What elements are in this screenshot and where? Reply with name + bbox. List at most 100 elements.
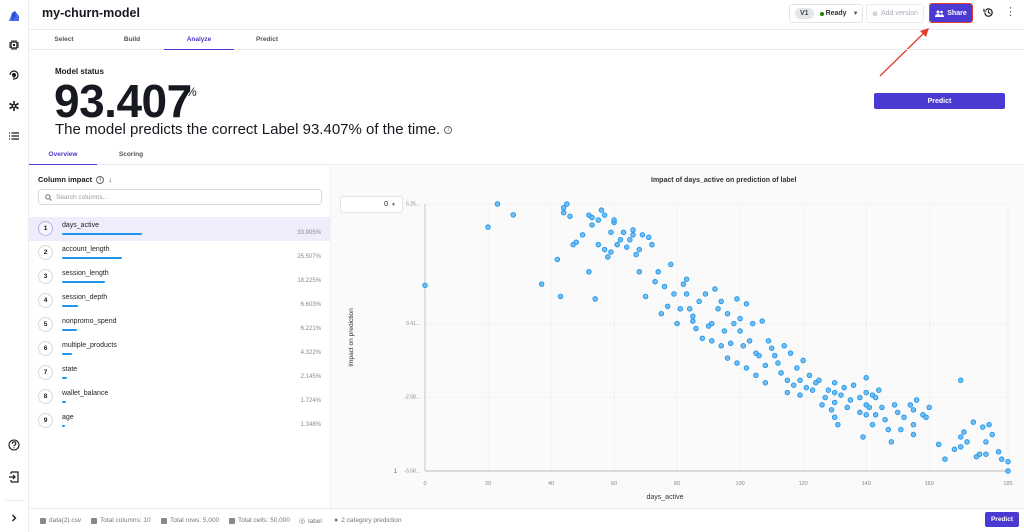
chip-icon[interactable] <box>6 37 22 53</box>
status-dot-icon <box>819 11 824 16</box>
footer-prediction-type-text: 2 category prediction <box>341 517 402 524</box>
accuracy-percent-sign: % <box>186 85 197 99</box>
column-name: nonpromo_spend <box>62 318 117 325</box>
rank-badge: 2 <box>38 245 53 260</box>
impact-value: 6.221% <box>300 326 321 332</box>
sort-arrow-icon[interactable]: ↓ <box>108 175 113 184</box>
column-impact-panel: Column impact i ↓ 1 days_active 33.905% 2 ac… <box>29 166 330 508</box>
svg-text:140: 140 <box>862 481 871 487</box>
svg-text:1: 1 <box>394 469 398 475</box>
svg-text:0: 0 <box>423 481 426 487</box>
columns-icon <box>91 517 97 524</box>
search-columns-input[interactable] <box>56 193 296 201</box>
network-icon[interactable] <box>6 98 22 114</box>
footer-file-name: data(2).csv <box>49 517 82 524</box>
impact-value: 2.145% <box>300 374 321 380</box>
analysis-tabs: Overview Scoring <box>29 146 1024 165</box>
plus-circle-icon: ⊕ <box>872 10 878 18</box>
impact-bar <box>62 305 78 307</box>
svg-text:0.41...: 0.41... <box>406 321 420 327</box>
share-label: Share <box>947 9 967 17</box>
target-icon: ◎ <box>299 518 306 525</box>
impact-bar <box>62 377 68 379</box>
status-text: Ready <box>825 10 847 17</box>
more-options-icon[interactable]: ⋮ <box>1005 6 1016 18</box>
accuracy-description-text: The model predicts the correct Label 93.… <box>55 121 441 138</box>
footer-total-columns-text: Total columns: 10 <box>100 517 151 524</box>
history-icon[interactable] <box>983 7 994 21</box>
list-icon[interactable] <box>6 128 22 144</box>
models-icon[interactable] <box>6 67 22 83</box>
impact-bar <box>62 281 105 283</box>
scatter-plot[interactable]: 0 20 40 60 80 100 120 140 160 185 5.25... 0.41... -2… <box>331 166 1024 508</box>
footer-total-cells: Total cells: 50,000 <box>229 517 290 524</box>
column-name: session_length <box>62 270 109 277</box>
column-name: state <box>62 366 78 373</box>
footer-total-rows-text: Total rows: 5,000 <box>170 517 220 524</box>
impact-value: 6.603% <box>300 302 321 308</box>
rail-divider <box>5 500 23 501</box>
column-impact-row[interactable]: 2 account_length 25.507% <box>29 241 330 265</box>
column-impact-row[interactable]: 7 state 2.145% <box>29 361 330 385</box>
column-name: wallet_balance <box>62 390 109 397</box>
canvas-logo-icon[interactable] <box>6 8 22 24</box>
column-impact-title: Column impact <box>38 175 93 184</box>
footer-target: ◎ label <box>299 517 322 526</box>
workflow-tabs: Select Build Analyze Predict <box>29 30 1024 50</box>
svg-text:5.25...: 5.25... <box>406 202 420 208</box>
tab-scoring[interactable]: Scoring <box>118 151 144 158</box>
file-icon <box>40 517 46 524</box>
rank-badge: 8 <box>38 389 53 404</box>
column-impact-row[interactable]: 8 wallet_balance 1.724% <box>29 385 330 409</box>
column-name: account_length <box>62 246 110 253</box>
category-dropdown[interactable]: 0 ▼ <box>340 196 403 213</box>
impact-value: 33.905% <box>297 230 321 236</box>
svg-text:40: 40 <box>548 481 554 487</box>
column-impact-row[interactable]: 1 days_active 33.905% <box>29 217 330 241</box>
column-impact-header: Column impact i ↓ <box>38 175 112 184</box>
lightbulb-icon: ● <box>334 517 339 524</box>
column-impact-row[interactable]: 4 session_depth 6.603% <box>29 289 330 313</box>
svg-text:185: 185 <box>1003 481 1012 487</box>
model-status-heading: Model status <box>55 67 104 76</box>
impact-value: 1.348% <box>300 422 321 428</box>
tab-analyze[interactable]: Analyze <box>164 30 234 50</box>
rank-badge: 5 <box>38 317 53 332</box>
add-version-button[interactable]: ⊕ Add version <box>866 4 924 23</box>
tab-build[interactable]: Build <box>123 36 141 43</box>
page-header: my-churn-model <box>29 0 1024 30</box>
predict-footer-button[interactable]: Predict <box>985 512 1019 527</box>
footer-prediction-type: ● 2 category prediction <box>334 517 402 524</box>
sign-out-icon[interactable] <box>6 469 22 485</box>
tab-predict[interactable]: Predict <box>255 36 279 43</box>
rows-icon <box>161 517 167 524</box>
info-icon[interactable]: i <box>444 125 453 134</box>
dataset-footer: data(2).csv Total columns: 10 Total rows… <box>29 508 1024 532</box>
impact-value: 18.225% <box>297 278 321 284</box>
svg-text:120: 120 <box>799 481 808 487</box>
impact-bar <box>62 257 123 259</box>
predict-button[interactable]: Predict <box>874 93 1005 109</box>
rank-badge: 3 <box>38 269 53 284</box>
tab-overview[interactable]: Overview <box>29 146 97 165</box>
svg-text:80: 80 <box>674 481 680 487</box>
version-selector[interactable]: V1 Ready ▼ <box>789 4 863 23</box>
column-impact-row[interactable]: 9 age 1.348% <box>29 409 330 433</box>
column-impact-row[interactable]: 3 session_length 18.225% <box>29 265 330 289</box>
help-icon[interactable] <box>6 437 22 453</box>
search-columns-field[interactable] <box>38 189 322 205</box>
column-impact-list: 1 days_active 33.905% 2 account_length 25.507… <box>29 217 330 433</box>
svg-text:-2.58...: -2.58... <box>404 395 420 401</box>
share-button[interactable]: Share <box>928 2 974 24</box>
footer-total-cells-text: Total cells: 50,000 <box>238 517 291 524</box>
info-icon[interactable]: i <box>96 175 105 184</box>
expand-chevron-icon[interactable] <box>6 510 22 526</box>
rank-badge: 9 <box>38 413 53 428</box>
svg-text:Impact on prediction: Impact on prediction <box>348 308 355 367</box>
column-impact-row[interactable]: 6 multiple_products 4.322% <box>29 337 330 361</box>
search-icon <box>45 193 52 201</box>
column-name: multiple_products <box>62 342 117 349</box>
tab-select[interactable]: Select <box>54 36 74 43</box>
column-impact-row[interactable]: 5 nonpromo_spend 6.221% <box>29 313 330 337</box>
